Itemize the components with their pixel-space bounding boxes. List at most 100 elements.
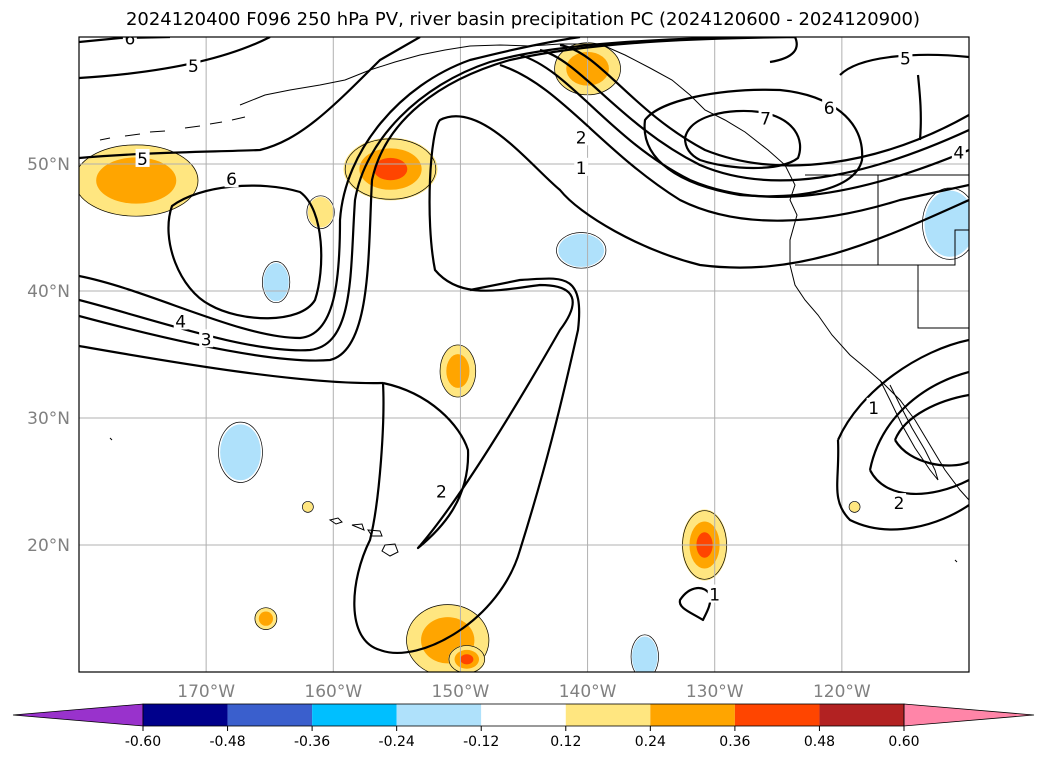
alaska-coast: [239, 43, 600, 106]
precip-blob-layer: [302, 501, 313, 512]
contour-label: 5: [188, 57, 199, 77]
precip-blob-layer: [220, 424, 261, 481]
contour-label: 4: [175, 312, 186, 332]
pv-contour-3-southeast: [893, 393, 969, 467]
precip-blob-layer: [632, 636, 658, 672]
lat-tick-label: 50°N: [27, 155, 70, 175]
colorbar-tick-label: 0.12: [550, 734, 581, 750]
contour-label-bg: [758, 108, 773, 127]
pv-contours: [79, 37, 969, 654]
contour-label-bg: [224, 169, 239, 188]
pv-contour-2-outer: [353, 277, 581, 654]
contour-label-bg: [866, 397, 881, 416]
lon-tick-label: 170°W: [177, 682, 235, 702]
contour-label: 1: [868, 399, 879, 419]
lon-tick-label: 150°W: [432, 682, 490, 702]
pacific-islets: [109, 437, 958, 563]
contour-label: 1: [576, 159, 587, 179]
colorbar-cell: [481, 704, 566, 726]
pv-contour-5-northeast: [839, 53, 969, 76]
precip-blob-outline: [439, 344, 477, 398]
precip-blob-outline: [448, 645, 485, 672]
pv-contour-6-ring: [643, 88, 864, 198]
pv-contour-1-small: [678, 587, 712, 622]
contour-label-bg: [122, 37, 137, 47]
precip-blob-outline: [406, 604, 490, 672]
contour-label-bg: [707, 584, 722, 603]
pv-contour-2-east: [519, 53, 969, 198]
contour-label: 4: [953, 144, 964, 164]
colorbar-cell: [396, 704, 482, 726]
lon-tick-label: 140°W: [559, 682, 617, 702]
contour-label-bg: [574, 127, 589, 146]
contour-label-bg: [822, 98, 837, 117]
colorbar-tick-label: -0.12: [463, 734, 499, 750]
colorbar-tick-label: 0.36: [719, 734, 750, 750]
pv-contour-4-west: [79, 37, 581, 340]
colorbar-tick-label: 0.24: [635, 734, 666, 750]
colorbar-tick-label: 0.48: [804, 734, 835, 750]
chart-title: 2024120400 F096 250 hPa PV, river basin …: [126, 9, 920, 30]
precip-blob-outline: [556, 232, 607, 269]
contour-label: 2: [576, 128, 587, 148]
colorbar-tick-label: 0.60: [888, 734, 919, 750]
colorbar-extend-high: [903, 703, 1035, 727]
colorbar: -0.60 -0.48 -0.36 -0.24 -0.12 0.12 0.24 0.36 0.4…: [12, 703, 1035, 750]
contour-label: 7: [760, 109, 771, 129]
colorbar-tick-label: -0.24: [379, 734, 415, 750]
baja-california: [879, 379, 939, 481]
precip-blob-outline: [254, 607, 278, 630]
contour-label-bg: [173, 311, 188, 330]
contour-label: 5: [137, 150, 148, 170]
north-america-west-coast: [599, 43, 969, 501]
precip-blob-outline: [630, 634, 659, 672]
hawaiian-islands: [328, 517, 399, 557]
precip-blob-layer: [258, 611, 274, 626]
contour-label: 6: [124, 29, 135, 49]
colorbar-frame: [142, 703, 905, 727]
pv-contour-2-southeast: [868, 370, 969, 495]
colorbar-cell: [819, 704, 904, 726]
pv-contour-3-west: [79, 37, 761, 352]
precip-blob-outline: [261, 261, 291, 304]
precip-blob-outline: [218, 421, 263, 483]
pv-contour-1-southeast: [836, 338, 969, 531]
contour-label-bg: [186, 56, 201, 75]
colorbar-ticks: -0.60 -0.48 -0.36 -0.24 -0.12 0.12 0.24 0.36 0.4…: [125, 726, 920, 750]
contour-label: 5: [900, 50, 911, 70]
colorbar-cell: [734, 704, 820, 726]
precip-blob-layer: [924, 190, 969, 257]
lat-tick-label: 20°N: [27, 536, 70, 556]
contour-label: 6: [824, 99, 835, 119]
contour-label-bg: [951, 142, 966, 161]
colorbar-cell: [650, 704, 735, 726]
colorbar-cell: [565, 704, 651, 726]
contour-label: 1: [709, 586, 720, 606]
precip-blob-layer: [373, 157, 408, 181]
lon-tick-label: 160°W: [304, 682, 362, 702]
pv-contour-2-west: [79, 37, 798, 362]
colorbar-tick-label: -0.36: [294, 734, 330, 750]
lat-tick-label: 40°N: [27, 282, 70, 302]
colorbar-cell: [143, 704, 228, 726]
pv-contour-7-ring: [683, 109, 802, 170]
longitude-labels: 170°W 160°W 150°W 140°W 130°W 120°W: [177, 682, 871, 702]
lon-tick-label: 130°W: [686, 682, 744, 702]
us-canada-border: [795, 174, 969, 329]
lat-tick-label: 30°N: [27, 409, 70, 429]
precip-blob-outline: [302, 501, 314, 513]
contour-label: 3: [201, 330, 212, 350]
contour-label: 2: [894, 494, 905, 514]
colorbar-cells: [12, 703, 1035, 727]
precip-blob-outline: [79, 144, 199, 217]
contour-label-bg: [434, 481, 449, 500]
colorbar-extend-low: [12, 703, 144, 727]
precip-blob-layer: [849, 501, 860, 512]
colorbar-tick-label: -0.60: [125, 734, 161, 750]
pv-contour-6-closed: [167, 184, 323, 320]
latitude-labels: 50°N 40°N 30°N 20°N: [27, 155, 70, 556]
precip-blob-layer: [460, 654, 474, 665]
pv-contour-5-south: [916, 74, 922, 141]
